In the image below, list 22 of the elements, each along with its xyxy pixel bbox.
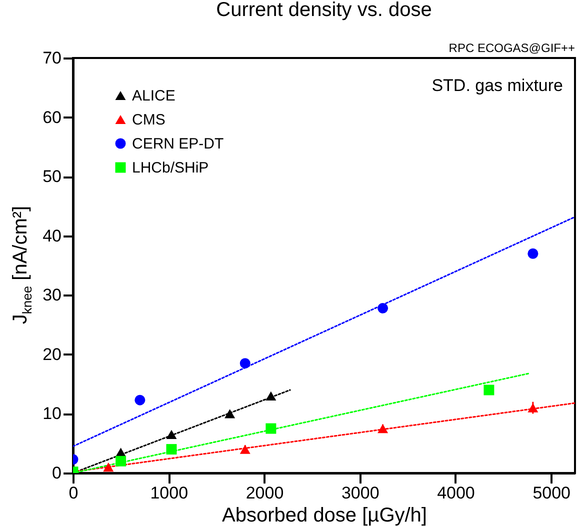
y-tick-label: 0 bbox=[52, 464, 62, 482]
x-tick-label: 2000 bbox=[246, 484, 284, 502]
x-tick-label: 4000 bbox=[437, 484, 475, 502]
y-tick-label: 20 bbox=[42, 344, 62, 364]
x-tick-label: 5000 bbox=[532, 484, 571, 502]
x-tick-label: 0 bbox=[68, 484, 78, 502]
legend-label: LHCb/SHiP bbox=[132, 160, 209, 176]
x-axis-title: Absorbed dose [µGy/h] bbox=[222, 504, 427, 526]
legend-label: ALICE bbox=[132, 88, 176, 104]
y-tick-label: 70 bbox=[42, 48, 62, 68]
legend-label: CMS bbox=[132, 112, 166, 128]
x-tick-label: 1000 bbox=[150, 484, 188, 502]
chart-title: Current density vs. dose bbox=[216, 0, 432, 21]
y-tick-label: 50 bbox=[42, 167, 62, 186]
annotation: STD. gas mixture bbox=[432, 76, 563, 95]
y-tick-label: 40 bbox=[42, 226, 62, 246]
y-tick-label: 30 bbox=[42, 286, 62, 305]
x-tick-label: 3000 bbox=[341, 484, 380, 502]
text: RPC ECOGAS@GIF++ bbox=[448, 41, 575, 55]
legend-label: CERN EP-DT bbox=[132, 136, 224, 152]
y-tick-label: 60 bbox=[42, 108, 62, 127]
y-tick-label: 10 bbox=[42, 404, 62, 424]
